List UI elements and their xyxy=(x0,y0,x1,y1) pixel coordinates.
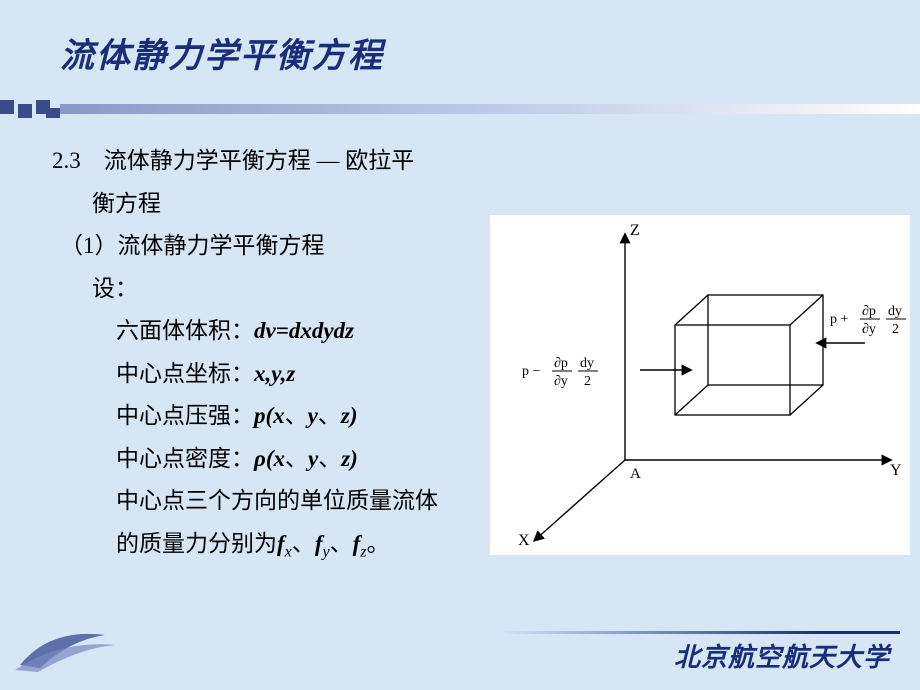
coord-math: x,y,z xyxy=(254,361,295,386)
pressure-label: 中心点压强： xyxy=(116,403,254,428)
pressure-sep2: 、 xyxy=(318,403,341,428)
density-y: y xyxy=(308,446,318,471)
svg-text:∂p: ∂p xyxy=(554,356,568,371)
coord-line: 中心点坐标：x,y,z xyxy=(52,353,482,396)
decor-strip xyxy=(0,100,920,118)
fy-f: f xyxy=(315,531,323,556)
coord-label: 中心点坐标： xyxy=(116,361,254,386)
force-sep2: 、 xyxy=(330,531,353,556)
force-end: 。 xyxy=(367,531,390,556)
force-line1: 中心点三个方向的单位质量流体 xyxy=(52,480,482,523)
volume-label: 六面体体积： xyxy=(116,318,254,343)
density-rho: ρ(x xyxy=(254,446,285,471)
section-line1: 2.3 流体静力学平衡方程 — 欧拉平 xyxy=(52,140,482,183)
force-label: 的质量力分别为 xyxy=(116,531,277,556)
svg-text:dy: dy xyxy=(580,356,594,371)
svg-text:2: 2 xyxy=(584,374,591,389)
pressure-line: 中心点压强：p(x、y、z) xyxy=(52,395,482,438)
fx-sub: x xyxy=(285,544,292,561)
slide: 流体静力学平衡方程 2.3 流体静力学平衡方程 — 欧拉平 衡方程 （1）流体静… xyxy=(0,0,920,690)
svg-text:∂y: ∂y xyxy=(554,374,568,389)
force-line2: 的质量力分别为fx、fy、fz。 xyxy=(52,523,482,567)
footer-university: 北京航空航天大学 xyxy=(674,637,890,674)
fy-sub: y xyxy=(323,544,330,561)
content-block: 2.3 流体静力学平衡方程 — 欧拉平 衡方程 （1）流体静力学平衡方程 设： … xyxy=(52,140,482,567)
section-line2: 衡方程 xyxy=(52,183,482,226)
volume-line: 六面体体积：dv=dxdydz xyxy=(52,310,482,353)
svg-text:∂y: ∂y xyxy=(862,322,876,337)
fx-f: f xyxy=(277,531,285,556)
force-sep1: 、 xyxy=(292,531,315,556)
coordinate-diagram: Z Y X A p − ∂p ∂y dy xyxy=(490,215,910,555)
svg-text:p −: p − xyxy=(522,364,541,379)
svg-text:2: 2 xyxy=(892,322,899,337)
density-sep1: 、 xyxy=(285,446,308,471)
pressure-sep1: 、 xyxy=(285,403,308,428)
y-axis-label: Y xyxy=(890,462,902,479)
density-z: z) xyxy=(341,446,358,471)
x-axis-label: X xyxy=(518,532,530,549)
svg-text:dy: dy xyxy=(888,304,902,319)
density-line: 中心点密度：ρ(x、y、z) xyxy=(52,438,482,481)
pressure-y: y xyxy=(308,403,318,428)
density-sep2: 、 xyxy=(318,446,341,471)
footer-divider xyxy=(500,631,900,634)
footer-logo-icon xyxy=(10,620,120,680)
setup-label: 设： xyxy=(52,268,482,311)
svg-text:∂p: ∂p xyxy=(862,304,876,319)
density-label: 中心点密度： xyxy=(116,446,254,471)
pressure-z: z) xyxy=(341,403,358,428)
sub-heading: （1）流体静力学平衡方程 xyxy=(52,225,482,268)
slide-title: 流体静力学平衡方程 xyxy=(60,28,384,77)
pressure-px: p(x xyxy=(254,403,285,428)
volume-math: dv=dxdydz xyxy=(254,318,354,343)
z-axis-label: Z xyxy=(630,222,640,239)
origin-label: A xyxy=(630,466,641,482)
svg-text:p +: p + xyxy=(830,312,849,327)
